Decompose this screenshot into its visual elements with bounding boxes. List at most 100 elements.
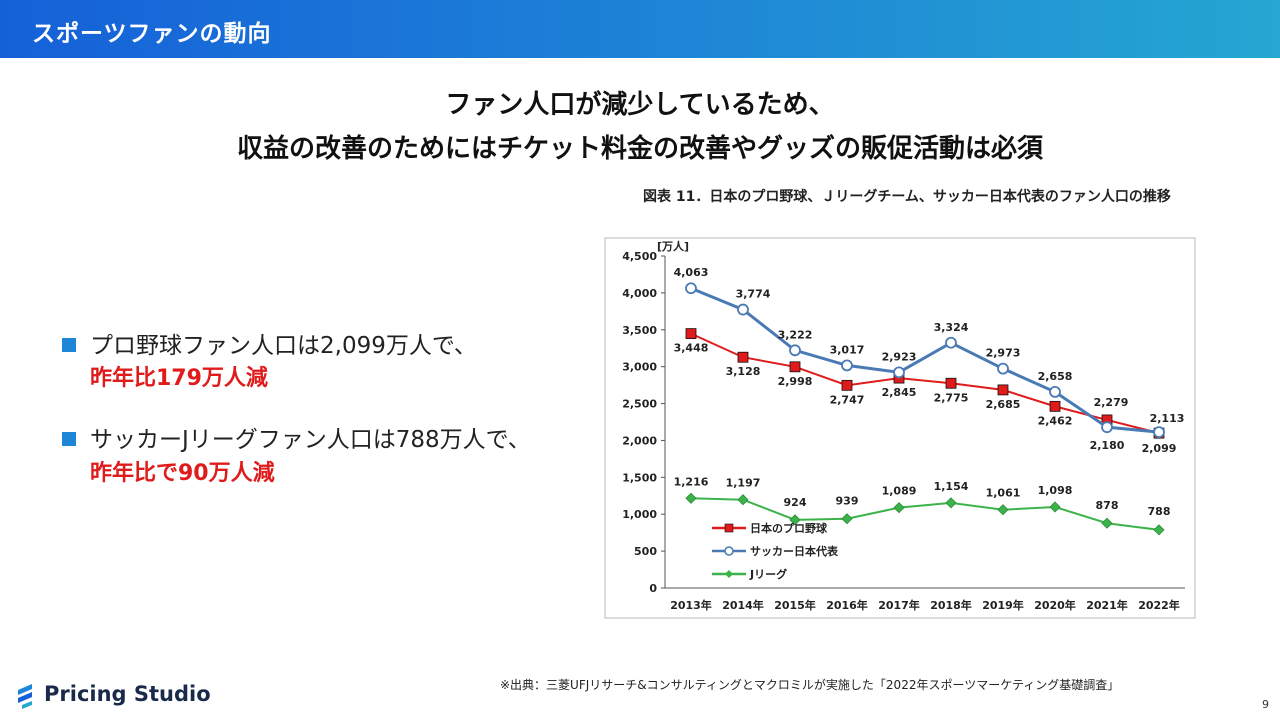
y-tick-label: 4,000	[622, 287, 657, 300]
x-tick-label: 2018年	[930, 598, 972, 612]
data-point-jleague	[685, 492, 697, 504]
x-tick-label: 2020年	[1034, 598, 1076, 612]
x-tick-label: 2013年	[670, 598, 712, 612]
data-label-jleague: 1,197	[726, 477, 761, 490]
bullet-square-icon	[62, 431, 76, 446]
data-label-jleague: 1,154	[934, 480, 969, 493]
data-point-jleague	[1153, 524, 1165, 536]
data-label-baseball: 2,462	[1038, 414, 1073, 427]
page-number: 9	[1262, 698, 1269, 711]
x-tick-label: 2016年	[826, 598, 868, 612]
x-tick-label: 2015年	[774, 598, 816, 612]
data-label-baseball: 2,775	[934, 391, 969, 404]
data-label-soccer-national: 2,658	[1038, 370, 1073, 383]
fan-population-chart: [万人] 0 500 1,000 1,500 2,000 2,500 3,000 3,500 4,…	[604, 237, 1196, 619]
data-label-baseball: 2,685	[986, 398, 1021, 411]
y-tick-label: 3,000	[622, 361, 657, 374]
data-point-baseball	[841, 379, 853, 391]
page-title: スポーツファンの動向	[32, 21, 272, 47]
legend-marker-baseball	[724, 523, 734, 533]
data-label-jleague: 1,216	[674, 475, 709, 488]
data-label-soccer-national: 4,063	[674, 266, 709, 279]
data-point-baseball	[685, 328, 697, 340]
x-tick-label: 2021年	[1086, 598, 1128, 612]
data-point-soccer-national	[893, 366, 905, 379]
series-line-soccer-national	[690, 286, 1160, 434]
chart-title: 図表 11．日本のプロ野球、Ｊリーグチーム、サッカー日本代表のファン人口の推移	[643, 189, 1171, 205]
data-label-jleague: 1,089	[882, 485, 917, 498]
data-label-soccer-national: 2,973	[986, 347, 1021, 360]
y-tick-label: 500	[634, 545, 657, 558]
legend-label-soccer-national: サッカー日本代表	[750, 544, 839, 558]
legend-label-jleague: Jリーグ	[749, 567, 787, 581]
data-point-jleague	[997, 504, 1009, 516]
series-line-baseball	[690, 332, 1160, 435]
data-label-baseball: 3,128	[726, 365, 761, 378]
data-label-soccer-national: 3,017	[830, 343, 865, 356]
data-point-jleague	[789, 514, 801, 526]
data-point-soccer-national	[841, 359, 853, 372]
data-point-soccer-national	[737, 303, 749, 316]
data-point-baseball	[1049, 400, 1061, 412]
bullet-highlight: 昨年比で90万人減	[90, 461, 275, 486]
data-point-baseball	[997, 384, 1009, 396]
data-point-baseball	[789, 361, 801, 373]
data-point-jleague	[841, 513, 853, 525]
data-label-baseball: 2,998	[778, 375, 813, 388]
data-label-jleague: 878	[1096, 499, 1119, 512]
data-point-soccer-national	[1049, 385, 1061, 398]
y-unit-label: [万人]	[657, 239, 689, 253]
y-tick-label: 4,500	[622, 250, 657, 263]
data-point-jleague	[1101, 517, 1113, 529]
series-line-jleague	[690, 497, 1160, 531]
data-point-soccer-national	[789, 344, 801, 357]
x-tick-label: 2017年	[878, 598, 920, 612]
data-point-jleague	[737, 494, 749, 506]
y-tick-label: 0	[649, 582, 657, 595]
data-label-baseball: 2,747	[830, 393, 865, 406]
data-label-soccer-national: 3,324	[934, 321, 969, 334]
data-label-jleague: 1,061	[986, 487, 1021, 500]
bullet-item-jleague: サッカーJリーグファン人口は788万人で、	[62, 420, 531, 454]
data-point-soccer-national	[685, 282, 697, 295]
data-point-jleague	[945, 497, 957, 509]
x-tick-label: 2022年	[1138, 598, 1180, 612]
bullet-square-icon	[62, 337, 76, 352]
chart-frame	[604, 237, 1196, 619]
data-label-baseball: 2,845	[882, 386, 917, 399]
bullet-highlight: 昨年比179万人減	[90, 366, 268, 391]
data-point-soccer-national	[1101, 421, 1113, 434]
data-point-soccer-national	[945, 336, 957, 349]
data-label-soccer-national: 2,180	[1090, 439, 1125, 452]
data-point-baseball	[945, 377, 957, 389]
data-label-baseball: 2,099	[1142, 442, 1177, 455]
data-label-soccer-national: 2,923	[882, 350, 917, 363]
x-tick-label: 2014年	[722, 598, 764, 612]
logo-text: Pricing Studio	[44, 682, 211, 706]
data-label-baseball-2021: 2,279	[1094, 396, 1129, 409]
data-point-jleague	[1049, 501, 1061, 513]
bullet-text: プロ野球ファン人口は2,099万人で、	[90, 333, 477, 359]
data-label-baseball: 3,448	[674, 342, 709, 355]
headline-line-2: 収益の改善のためにはチケット料金の改善やグッズの販促活動は必須	[236, 134, 1043, 164]
data-label-soccer-national: 3,222	[778, 328, 813, 341]
y-tick-label: 2,000	[622, 434, 657, 447]
y-tick-label: 1,000	[622, 508, 657, 521]
legend-marker-soccer-national	[724, 546, 734, 556]
header-bar: スポーツファンの動向	[0, 0, 1280, 58]
data-point-soccer-national	[1153, 426, 1165, 439]
data-label-jleague: 939	[836, 495, 859, 508]
data-label-jleague: 1,098	[1038, 484, 1073, 497]
data-point-baseball	[737, 351, 749, 363]
data-point-jleague	[893, 502, 905, 514]
data-label-soccer-national: 3,774	[736, 288, 771, 301]
pricing-studio-logo-icon	[18, 684, 32, 709]
data-label-jleague: 924	[784, 496, 807, 509]
legend-label-baseball: 日本のプロ野球	[750, 521, 828, 535]
data-point-soccer-national	[997, 362, 1009, 375]
y-tick-label: 1,500	[622, 471, 657, 484]
headline-line-1: ファン人口が減少しているため、	[445, 90, 835, 120]
x-tick-label: 2019年	[982, 598, 1024, 612]
bullet-item-baseball: プロ野球ファン人口は2,099万人で、	[62, 326, 477, 360]
legend-marker-jleague	[725, 570, 733, 578]
